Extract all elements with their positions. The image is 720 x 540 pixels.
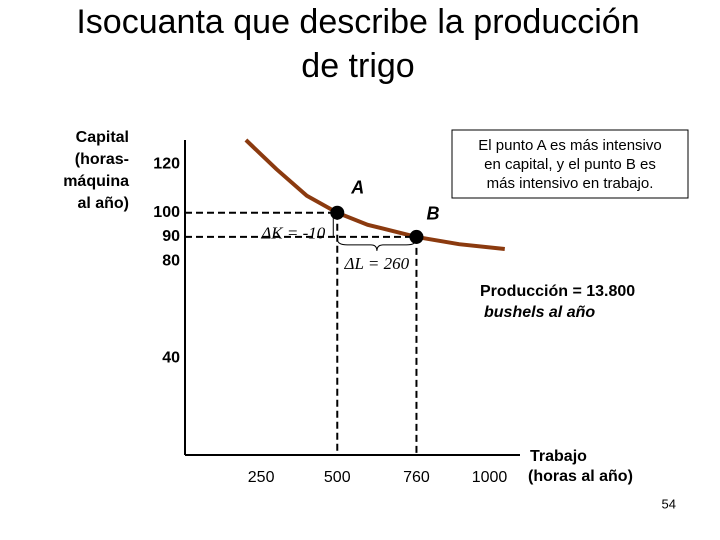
y-label: máquina [63, 173, 129, 190]
x-label: (horas al año) [528, 468, 633, 485]
y-tick-label: 120 [153, 155, 180, 172]
point-label: A [350, 177, 364, 197]
title: de trigo [301, 47, 414, 85]
y-tick-label: 90 [162, 228, 180, 245]
y-tick-label: 100 [153, 204, 180, 221]
title: Isocuanta que describe la producción [76, 3, 639, 41]
x-tick-label: 1000 [472, 469, 508, 486]
y-label: Capital [76, 129, 129, 146]
delta-k: ΔK = -10 [260, 224, 325, 243]
y-tick-label: 80 [162, 252, 180, 269]
page-number: 54 [662, 496, 676, 511]
x-tick-label: 760 [403, 469, 430, 486]
note: en capital, y el punto B es [484, 156, 656, 173]
x-tick-label: 250 [248, 469, 275, 486]
curve-label: bushels al año [484, 304, 595, 321]
x-label: Trabajo [530, 448, 587, 465]
delta-l: ΔL = 260 [344, 254, 410, 273]
isoquant [244, 138, 505, 252]
delta-k-bracket [329, 212, 334, 238]
note: más intensivo en trabajo. [487, 175, 654, 192]
note-box [451, 129, 689, 199]
y-label: (horas- [75, 151, 129, 168]
y-tick-label: 40 [162, 349, 180, 366]
note: El punto A es más intensivo [478, 137, 661, 154]
x-tick-label: 500 [324, 469, 351, 486]
delta-l-brace [336, 238, 417, 251]
curve-label: Producción = 13.800 [480, 283, 635, 300]
point-label: B [426, 204, 439, 224]
y-label: al año) [77, 195, 129, 212]
point [409, 229, 424, 244]
